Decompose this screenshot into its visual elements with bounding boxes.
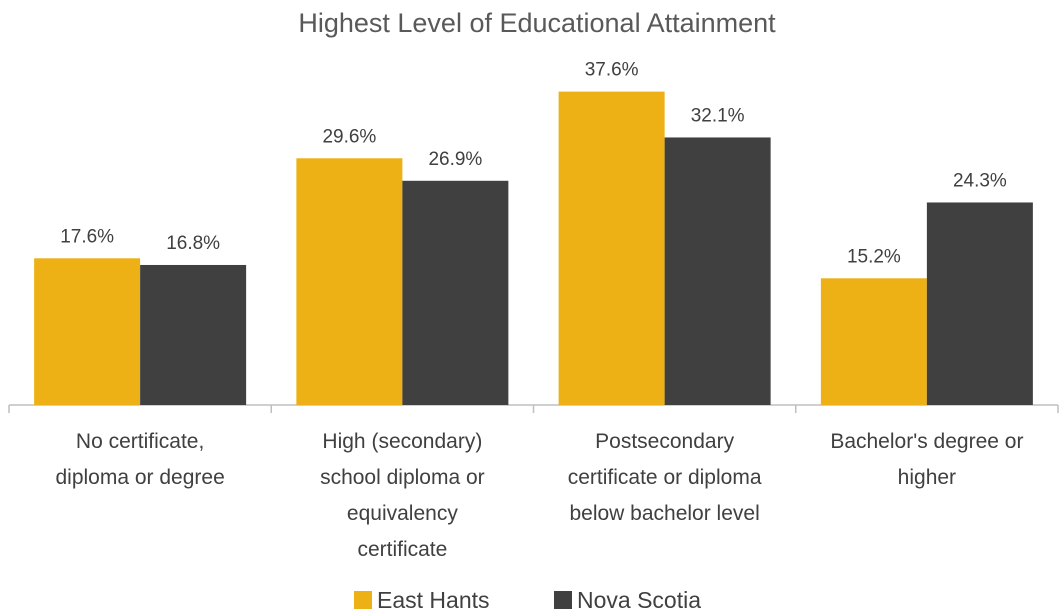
x-tick-label: Postsecondary certificate or diploma below… [568,430,762,525]
x-tick-label-line: higher [898,466,956,489]
bar [558,91,665,405]
data-label: 24.3% [953,170,1007,191]
x-tick-label: High (secondary) school diploma or equival… [320,430,485,561]
legend-swatch [554,591,572,609]
bar [402,180,509,405]
data-label: 15.2% [847,246,901,267]
x-tick-label-line: certificate [357,538,447,561]
chart-title: Highest Level of Educational Attainment [298,8,776,38]
x-tick-label-line: No certificate, [76,430,204,453]
legend-label: East Hants [377,587,490,613]
x-tick-label-line: certificate or diploma [568,466,762,489]
bar [34,258,141,405]
x-tick-label: No certificate, diploma or degree [55,430,224,489]
data-label: 17.6% [60,226,114,247]
bar [296,158,403,405]
legend-label: Nova Scotia [577,587,701,613]
x-tick-label-line: Bachelor's degree or [830,430,1023,453]
x-tick-label-line: High (secondary) [322,430,482,453]
bar [664,137,771,405]
x-tick-label-line: equivalency [347,502,458,525]
plot-area: 17.6% 16.8% No certificate, diploma or degr… [8,60,1059,561]
data-label: 32.1% [691,105,745,126]
legend: East Hants Nova Scotia [354,587,701,613]
legend-swatch [354,591,372,609]
bar [926,202,1033,405]
data-label: 37.6% [585,60,639,81]
data-label: 26.9% [428,149,482,170]
x-tick-label-line: below bachelor level [569,502,759,525]
x-tick-label: Bachelor's degree or higher [830,430,1023,489]
x-tick-label-line: school diploma or [320,466,485,489]
data-label: 29.6% [322,126,376,147]
data-label: 16.8% [166,233,220,254]
x-tick-label-line: diploma or degree [55,466,224,489]
x-tick-label-line: Postsecondary [595,430,734,453]
bar [820,278,927,405]
bar [140,264,247,405]
